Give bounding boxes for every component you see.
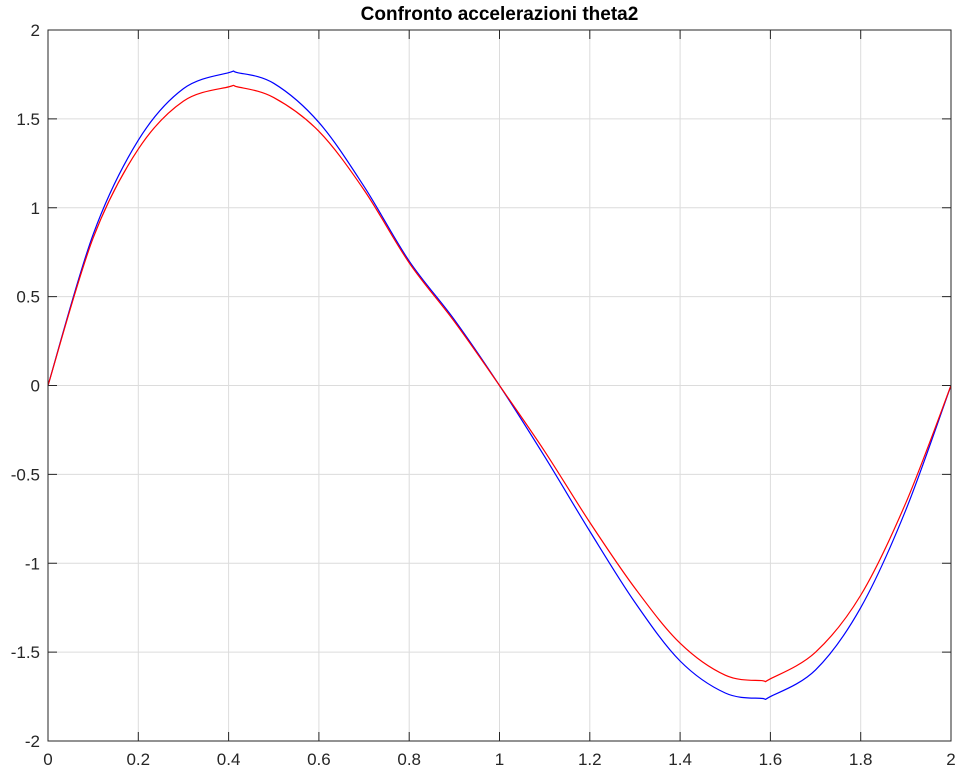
x-tick-label: 1.4 (668, 750, 692, 769)
ticks: 0 0.2 0.4 0.6 0.8 1 1.2 1.4 1.6 1.8 2 -2 -1.5 -1 -0.5 0… (11, 21, 956, 769)
y-tick-label: 2 (31, 21, 40, 40)
y-tick-label: 0 (31, 377, 40, 396)
x-tick-label: 0.2 (126, 750, 150, 769)
x-tick-label: 2 (946, 750, 955, 769)
x-tick-label: 0.4 (217, 750, 241, 769)
x-tick-label: 1.2 (578, 750, 602, 769)
y-tick-label: 0.5 (16, 288, 40, 307)
series-group (47, 70, 952, 701)
y-tick-label: -2 (25, 732, 40, 751)
y-tick-label: 1 (31, 199, 40, 218)
y-tick-label: -1 (25, 554, 40, 573)
y-tick-label: 1.5 (16, 110, 40, 129)
y-tick-label: -0.5 (11, 465, 40, 484)
x-tick-label: 0.6 (307, 750, 331, 769)
chart-title: Confronto accelerazioni theta2 (361, 4, 639, 25)
series-line-1 (47, 84, 952, 683)
x-tick-label: 1.6 (759, 750, 783, 769)
y-tick-label: -1.5 (11, 643, 40, 662)
grid (48, 30, 951, 741)
x-tick-label: 1 (495, 750, 504, 769)
x-tick-label: 1.8 (849, 750, 873, 769)
x-tick-label: 0.8 (397, 750, 421, 769)
x-tick-label: 0 (43, 750, 52, 769)
